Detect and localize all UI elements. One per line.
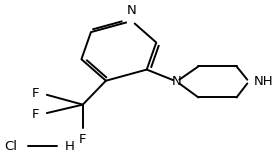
Text: H: H — [65, 140, 75, 153]
Text: F: F — [79, 133, 86, 146]
Text: Cl: Cl — [4, 140, 18, 153]
Text: F: F — [32, 108, 39, 121]
Text: NH: NH — [254, 75, 273, 88]
Text: N: N — [127, 4, 137, 17]
Text: F: F — [32, 87, 39, 100]
Text: N: N — [172, 75, 182, 88]
